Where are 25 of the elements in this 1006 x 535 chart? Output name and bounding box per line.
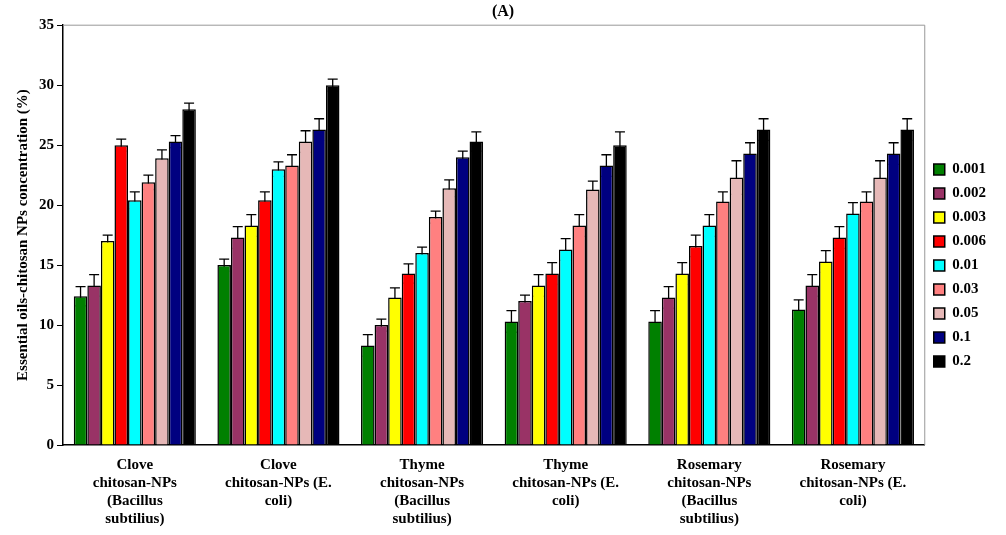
y-tick-label: 15 [39,255,54,272]
y-tick-label: 35 [39,16,54,33]
x-tick-label: Thyme chitosan-NPs (Bacillus subtilius) [379,455,465,527]
y-tick-label: 30 [39,76,54,93]
legend-label: 0.05 [952,304,979,321]
x-tick-label: Rosemary chitosan-NPs (E. coli) [799,455,907,509]
x-tick-label: Rosemary chitosan-NPs (Bacillus subtilius) [667,455,752,527]
legend-label: 0.001 [952,160,986,177]
x-tick-label: Thyme chitosan-NPs (E. coli) [512,455,620,509]
legend-label: 0.03 [952,280,979,297]
y-tick-label: 20 [39,195,54,212]
legend-label: 0.01 [952,256,979,273]
x-tick-label: Clove chitosan-NPs (E. coli) [225,455,333,509]
y-tick-label: 0 [46,435,54,452]
y-axis-title: Essential oils-chitosan NPs concentration (%) [13,89,31,381]
y-tick-label: 25 [39,136,54,153]
y-tick-label: 10 [39,315,54,332]
legend-label: 0.006 [952,232,987,249]
legend-label: 0.003 [952,208,986,225]
chart-title: (A) [491,1,515,20]
legend-label: 0.1 [952,328,971,345]
legend-label: 0.002 [952,184,986,201]
y-tick-label: 5 [46,375,54,392]
x-tick-label: Clove chitosan-NPs (Bacillus subtilius) [92,455,178,527]
legend-label: 0.2 [952,352,971,369]
